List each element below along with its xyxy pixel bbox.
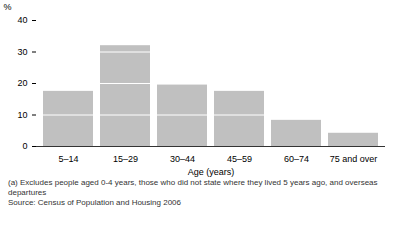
- svg-text:%: %: [4, 2, 12, 12]
- svg-text:Age (years): Age (years): [188, 167, 235, 177]
- html-text:Source: Census of Population a: Source: Census of Population and Housing…: [8, 198, 181, 207]
- svg-text:45–59: 45–59: [227, 154, 252, 164]
- svg-text:40: 40: [17, 15, 27, 25]
- svg-text:20: 20: [17, 78, 27, 88]
- svg-text:60–74: 60–74: [284, 154, 309, 164]
- svg-text:30: 30: [17, 47, 27, 57]
- html-text:(a) Excludes people aged 0-4 y: (a) Excludes people aged 0-4 years, thos…: [8, 178, 378, 197]
- svg-text:10: 10: [17, 110, 27, 120]
- svg-text:75 and over: 75 and over: [330, 154, 378, 164]
- svg-text:15–29: 15–29: [113, 154, 138, 164]
- svg-text:30–44: 30–44: [170, 154, 195, 164]
- svg-text:0: 0: [22, 141, 27, 151]
- svg-text:5–14: 5–14: [58, 154, 78, 164]
